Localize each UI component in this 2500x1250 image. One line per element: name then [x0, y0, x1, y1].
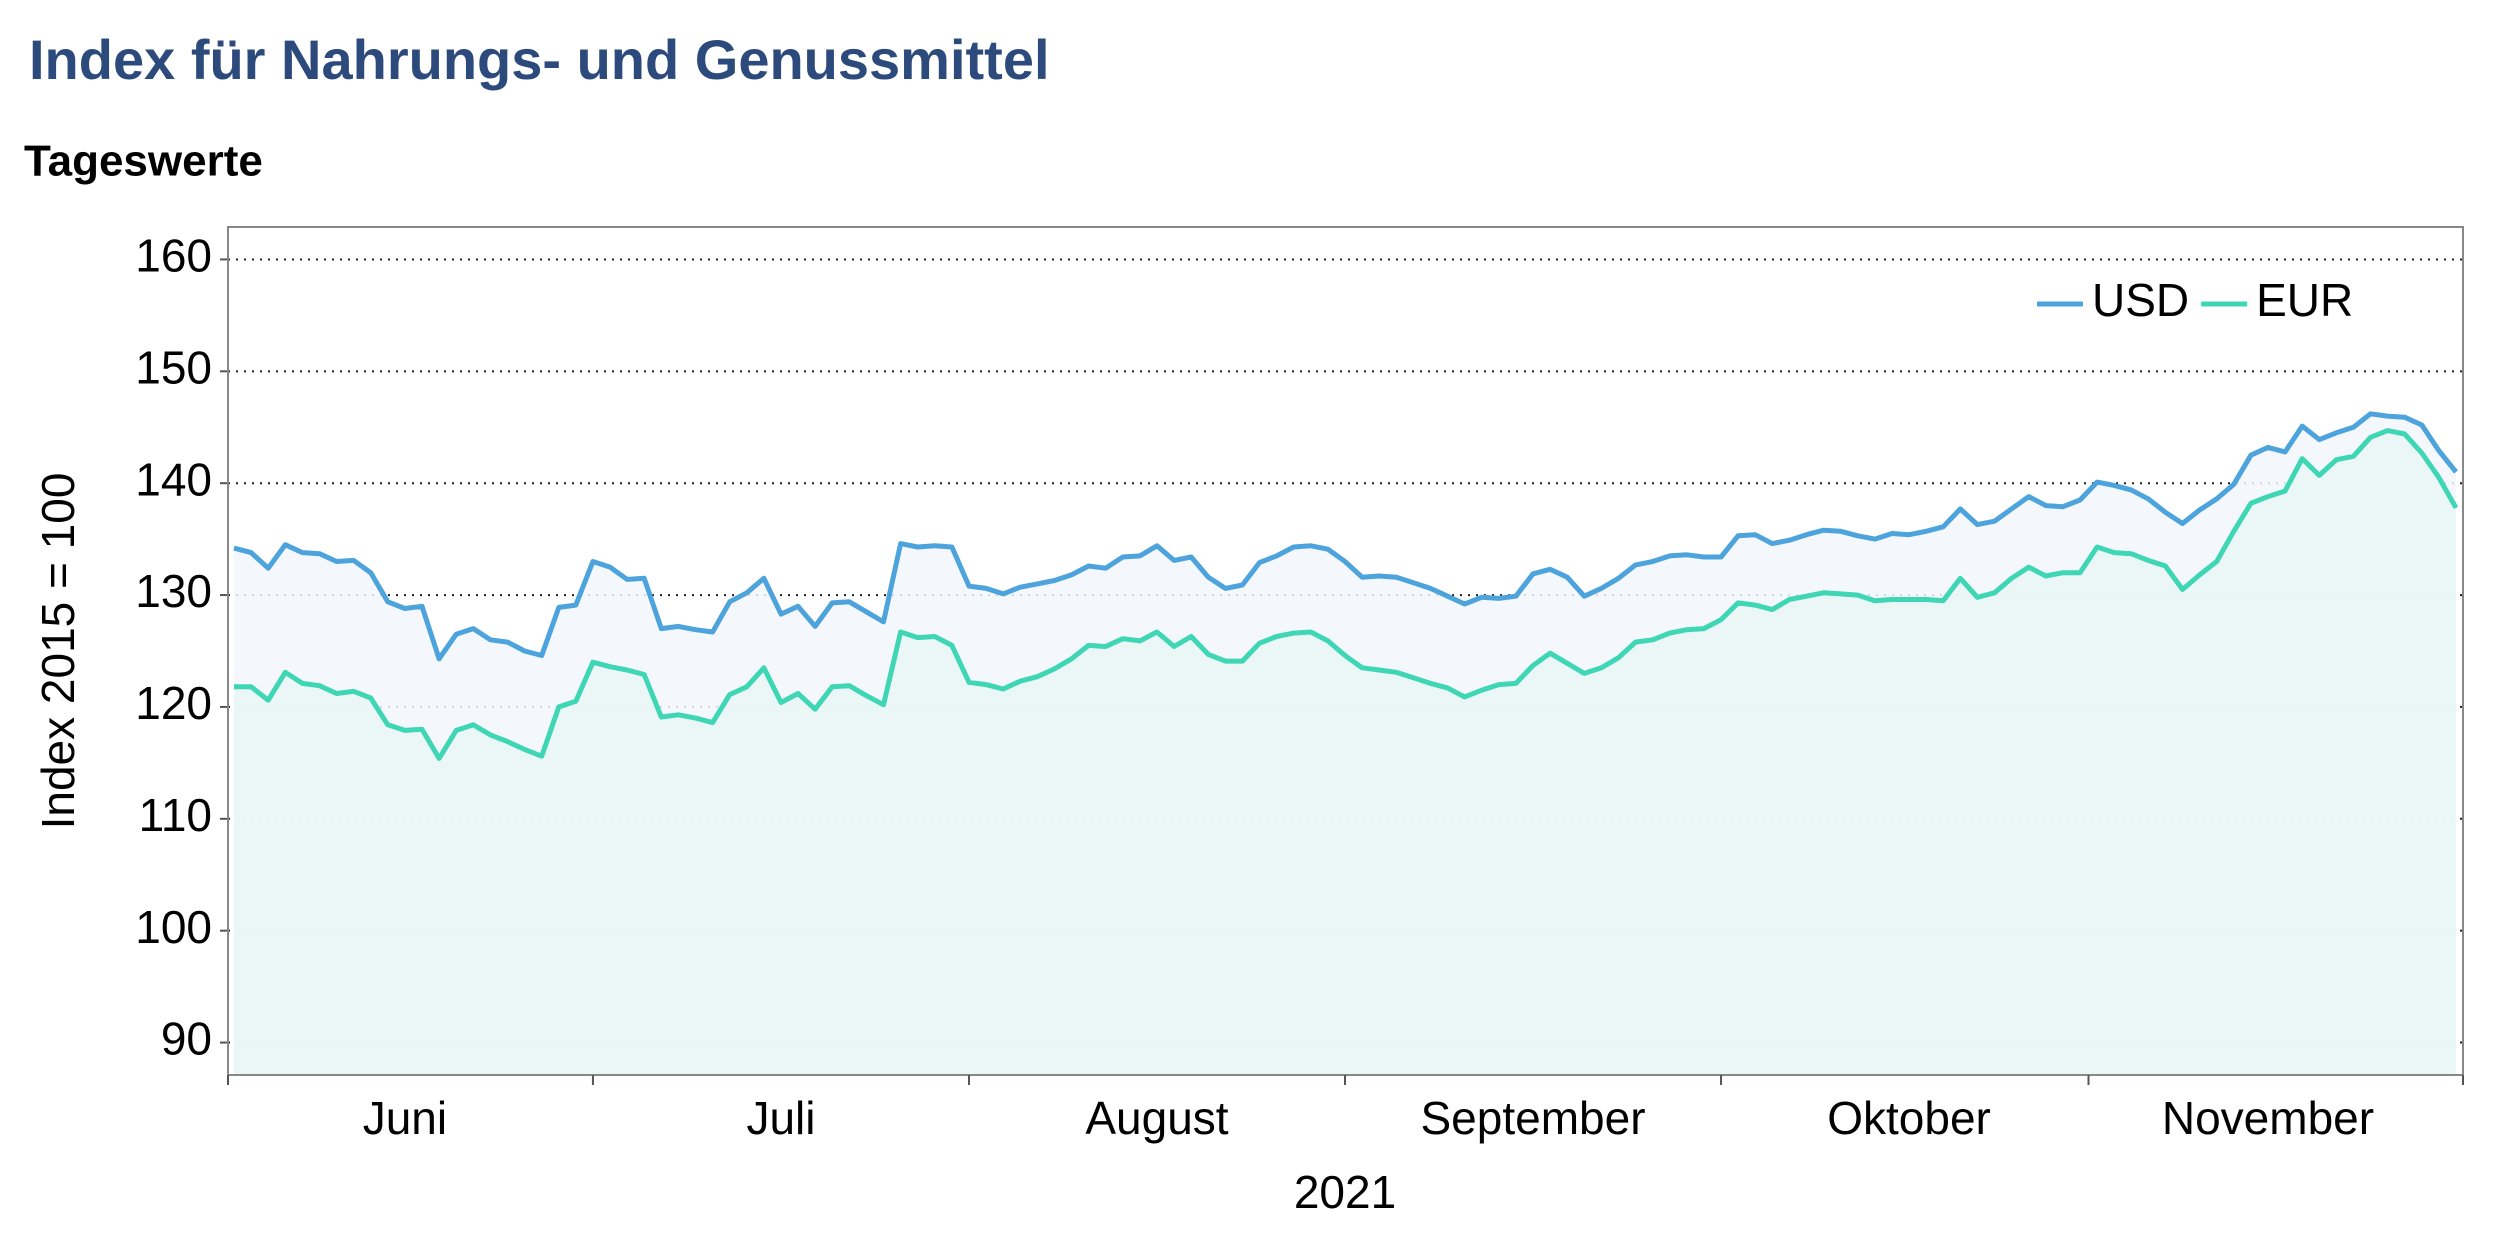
x-tick-label: Juli: [746, 1092, 815, 1144]
y-tick-label: 110: [139, 789, 212, 841]
legend-label: USD: [2092, 274, 2189, 326]
x-tick-label: November: [2162, 1092, 2374, 1144]
y-tick-label: 120: [135, 677, 212, 729]
chart-subtitle: Tageswerte: [24, 137, 263, 186]
x-tick-label: August: [1085, 1092, 1228, 1144]
area: [234, 430, 2456, 1075]
line: [233, 411, 2458, 662]
y-tick-label: 140: [135, 453, 212, 505]
x-tick-label: Juni: [363, 1092, 447, 1144]
legend-label: EUR: [2256, 274, 2353, 326]
y-tick-label: 160: [135, 230, 212, 282]
y-tick-label: 130: [135, 565, 212, 617]
chart-title: Index für Nahrungs- und Genussmittel: [29, 28, 1050, 91]
line: [234, 428, 2459, 761]
y-tick-label: 90: [161, 1013, 212, 1065]
x-axis-label: 2021: [1294, 1166, 1396, 1218]
plot-area: 90 100 110 120 130 140 150 160 Juni Juli August Sep…: [135, 226, 2464, 1144]
x-tick-label: Oktober: [1827, 1092, 1991, 1144]
y-tick-label: 100: [135, 901, 212, 953]
y-tick-label: 150: [135, 341, 212, 393]
y-axis-label: Index 2015 = 100: [32, 473, 84, 830]
x-tick-label: September: [1421, 1092, 1646, 1144]
